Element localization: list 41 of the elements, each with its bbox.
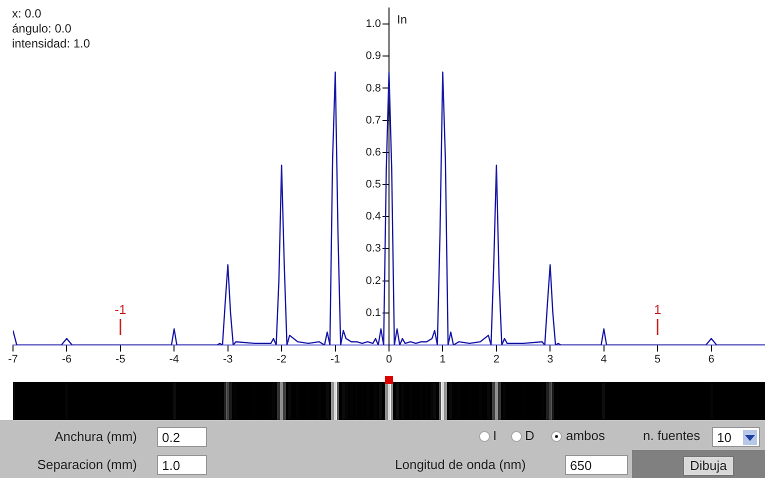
y-tick-label: 0.6: [366, 146, 381, 158]
y-tick-label: 0.3: [366, 242, 381, 255]
text-field: 650: [565, 455, 628, 475]
annotation: x: 0.0: [12, 6, 42, 20]
x-tick-label: 4: [600, 354, 607, 366]
x-tick-label: -6: [62, 354, 72, 366]
x-tick-label: 0: [386, 354, 392, 366]
y-axis-title: In: [397, 12, 408, 26]
text: ambos: [566, 427, 606, 445]
y-tick-label: 0.2: [366, 274, 381, 287]
annotation: -1: [114, 302, 126, 318]
y-tick-label: 0.5: [366, 178, 381, 191]
text: Longitud de onda (nm): [395, 456, 526, 474]
text: Anchura (mm): [54, 428, 137, 446]
y-tick-label: 0.9: [366, 50, 381, 62]
text: n. fuentes: [643, 427, 700, 445]
y-tick-label: 0.1: [366, 306, 381, 319]
text-field: 1.0: [157, 455, 207, 475]
annotation: 1: [654, 302, 662, 318]
x-tick-label: 5: [654, 354, 661, 366]
y-tick-label: 0.7: [366, 114, 381, 126]
text: I: [493, 427, 497, 445]
annotation: intensidad: 1.0: [12, 36, 90, 50]
button: Dibuja: [683, 456, 734, 476]
x-tick-label: 2: [493, 354, 500, 366]
x-tick-label: -4: [169, 354, 180, 366]
y-tick-label: 0.8: [366, 82, 381, 94]
text: D: [525, 427, 534, 445]
x-tick-label: -7: [8, 354, 18, 366]
y-tick-label: 0.4: [366, 210, 381, 223]
text-field: 0.2: [157, 427, 207, 447]
x-tick-label: 6: [708, 354, 714, 366]
y-tick-label: 1.0: [366, 18, 381, 30]
x-tick-label: -3: [222, 354, 233, 366]
x-tick-label: -2: [276, 354, 286, 366]
x-tick-label: -1: [330, 354, 340, 366]
x-tick-label: 3: [547, 354, 554, 366]
text: Separacion (mm): [37, 456, 137, 474]
x-tick-label: 1: [440, 354, 446, 366]
x-tick-label: -5: [116, 354, 126, 366]
annotation: ángulo: 0.0: [12, 21, 72, 36]
